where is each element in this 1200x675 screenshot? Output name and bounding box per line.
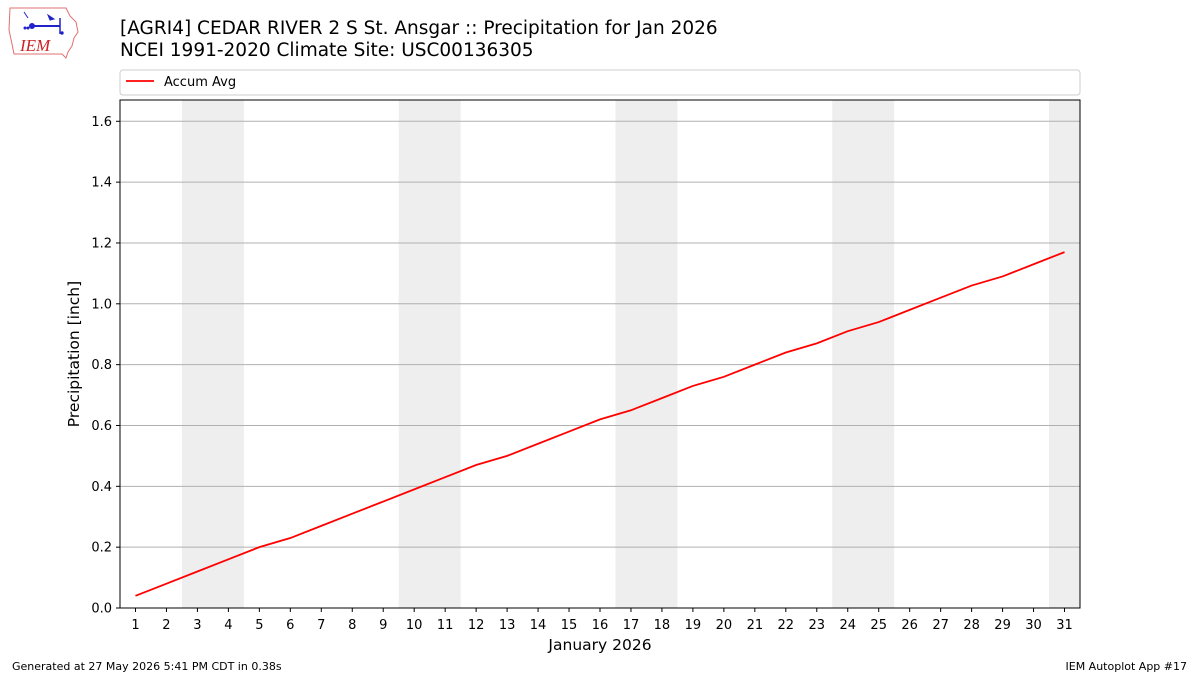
x-tick-label: 13 — [499, 618, 516, 633]
x-tick-label: 31 — [1056, 618, 1073, 633]
x-tick-label: 18 — [654, 618, 671, 633]
x-tick-label: 25 — [870, 618, 887, 633]
y-tick-label: 1.4 — [91, 176, 112, 191]
y-tick-label: 0.6 — [91, 419, 112, 434]
y-tick-label: 0.2 — [91, 541, 112, 556]
x-tick-label: 6 — [286, 618, 294, 633]
grid-lines — [120, 120, 1080, 609]
x-tick-label: 7 — [317, 618, 325, 633]
x-tick-label: 15 — [561, 618, 578, 633]
autoplot-app-label: IEM Autoplot App #17 — [1065, 660, 1188, 673]
weekend-shading — [181, 100, 1080, 608]
y-tick-label: 0.0 — [91, 602, 112, 617]
x-tick-label: 5 — [255, 618, 263, 633]
generated-timestamp: Generated at 27 May 2026 5:41 PM CDT in … — [12, 660, 282, 673]
iem-logo: IEM — [8, 7, 79, 59]
x-tick-label: 2 — [162, 618, 170, 633]
weekend-band-1 — [181, 100, 244, 608]
x-tick-label: 20 — [716, 618, 733, 633]
weekend-band-5 — [1049, 100, 1080, 608]
y-tick-label: 1.2 — [91, 236, 112, 251]
x-tick-label: 1 — [131, 618, 139, 633]
x-tick-label: 23 — [809, 618, 826, 633]
x-tick-label: 3 — [193, 618, 201, 633]
weekend-band-4 — [832, 100, 895, 608]
x-tick-label: 11 — [437, 618, 454, 633]
series-line-accum-avg — [135, 251, 1065, 597]
x-tick-label: 17 — [623, 618, 640, 633]
x-tick-label: 8 — [348, 618, 356, 633]
x-tick-label: 4 — [224, 618, 232, 633]
chart-title: [AGRI4] CEDAR RIVER 2 S St. Ansgar :: Pr… — [120, 18, 718, 62]
x-tick-label: 27 — [932, 618, 949, 633]
weekend-band-2 — [398, 100, 461, 608]
logo-text: IEM — [19, 36, 51, 55]
x-tick-label: 19 — [685, 618, 702, 633]
x-tick-label: 10 — [406, 618, 423, 633]
x-tick-label: 28 — [963, 618, 980, 633]
x-tick-label: 9 — [379, 618, 387, 633]
x-tick-label: 12 — [468, 618, 485, 633]
weather-station-icon — [23, 11, 64, 35]
plot-frame — [119, 99, 1081, 609]
y-axis-ticks: 0.0 0.2 0.4 0.6 0.8 1.0 1.2 1.4 1.6 — [91, 115, 120, 617]
y-tick-label: 0.8 — [91, 358, 112, 373]
legend-label-accum-avg: Accum Avg — [164, 75, 236, 90]
x-tick-label: 29 — [994, 618, 1011, 633]
x-tick-label: 26 — [901, 618, 918, 633]
x-tick-label: 22 — [778, 618, 795, 633]
iowa-outline-icon — [8, 7, 79, 59]
x-tick-label: 14 — [530, 618, 547, 633]
x-tick-label: 16 — [592, 618, 609, 633]
x-axis-ticks: 1 2 3 4 5 6 7 8 9 10 11 12 13 14 15 16 17 18 19 20 21 22 23 24 2… — [131, 608, 1073, 633]
y-axis-label: Precipitation [inch] — [65, 281, 83, 427]
weekend-band-3 — [615, 100, 678, 608]
x-tick-label: 30 — [1025, 618, 1042, 633]
x-axis-label: January 2026 — [547, 636, 651, 654]
x-tick-label: 21 — [747, 618, 764, 633]
y-tick-label: 1.6 — [91, 115, 112, 130]
y-tick-label: 1.0 — [91, 297, 112, 312]
legend-box — [119, 69, 1081, 96]
x-tick-label: 24 — [839, 618, 856, 633]
title-line-2: NCEI 1991-2020 Climate Site: USC00136305 — [120, 40, 534, 61]
y-tick-label: 0.4 — [91, 480, 112, 495]
legend: Accum Avg — [119, 69, 1081, 96]
title-line-1: [AGRI4] CEDAR RIVER 2 S St. Ansgar :: Pr… — [120, 18, 718, 39]
